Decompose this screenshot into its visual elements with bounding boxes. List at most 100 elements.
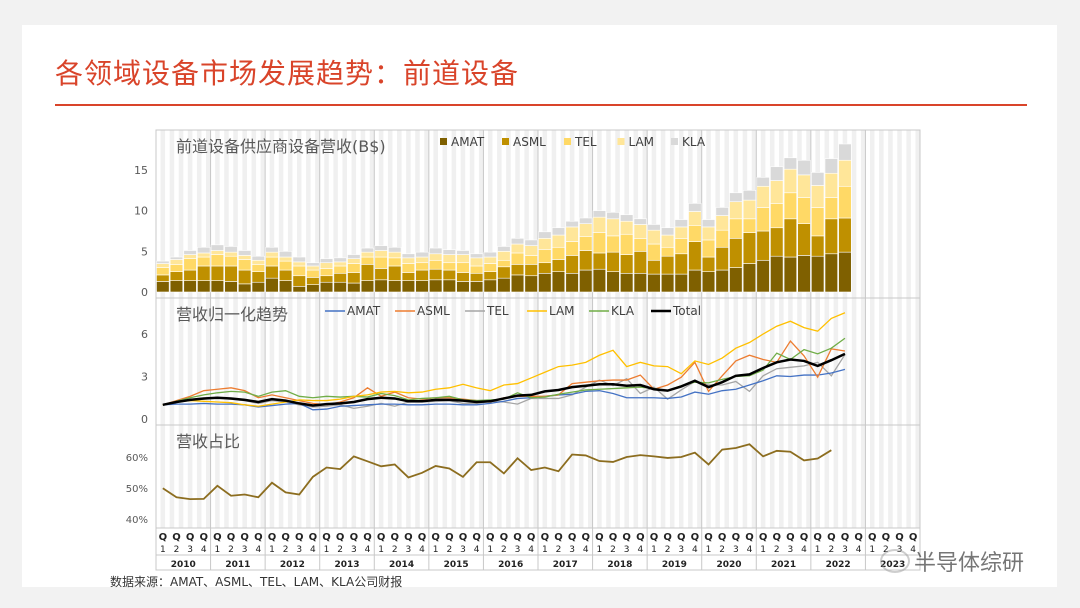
- background-stripe: [160, 130, 166, 528]
- x-tick-year: 2016: [498, 560, 523, 570]
- background-stripe: [424, 130, 429, 528]
- x-tick-q: Q: [527, 532, 536, 543]
- x-tick-quarter: 2: [228, 545, 234, 555]
- bar-amat: [701, 271, 716, 293]
- bar-kla: [524, 239, 538, 246]
- x-tick-q: Q: [882, 532, 891, 543]
- bar-tel: [388, 257, 402, 267]
- bar-amat: [824, 253, 838, 293]
- x-tick-quarter: 4: [856, 545, 862, 555]
- bar-amat: [374, 279, 388, 293]
- bar-amat: [442, 279, 456, 293]
- x-tick-quarter: 4: [474, 545, 480, 555]
- bar-asml: [592, 252, 607, 270]
- bar-asml: [551, 259, 566, 272]
- bar-kla: [265, 246, 279, 253]
- background-stripe: [624, 130, 629, 528]
- bar-tel: [633, 238, 647, 252]
- bar-amat: [306, 284, 320, 293]
- x-tick-year: 2011: [225, 560, 250, 570]
- bar-kla: [497, 246, 511, 252]
- background-stripe: [533, 130, 538, 528]
- bar-tel: [456, 262, 470, 273]
- bar-amat: [688, 269, 702, 293]
- bar-amat: [606, 271, 620, 293]
- x-tick-quarter: 4: [528, 545, 534, 555]
- x-tick-quarter: 1: [815, 545, 821, 555]
- bar-tel: [660, 246, 675, 257]
- bar-kla: [660, 227, 675, 236]
- legend-label-asml: ASML: [417, 304, 450, 318]
- bar-asml: [401, 272, 416, 281]
- bar-amat: [483, 279, 497, 293]
- bar-tel: [347, 263, 361, 273]
- bar-asml: [524, 264, 538, 277]
- bar-tel: [688, 225, 702, 242]
- line-tel: [162, 354, 846, 410]
- background-stripe: [542, 130, 548, 528]
- y-tick-label: 0: [141, 413, 148, 426]
- x-tick-q: Q: [445, 532, 454, 543]
- bar-tel: [238, 259, 252, 271]
- bar-asml: [660, 255, 675, 275]
- x-tick-q: Q: [404, 532, 413, 543]
- x-tick-quarter: 1: [487, 545, 493, 555]
- background-stripe: [206, 130, 211, 528]
- legend-label-total: Total: [672, 304, 701, 318]
- background-stripe: [906, 130, 911, 528]
- x-tick-year: 2020: [716, 560, 741, 570]
- bar-lam: [701, 226, 716, 241]
- x-tick-q: Q: [227, 532, 236, 543]
- bar-asml: [251, 271, 265, 283]
- bar-asml: [319, 275, 334, 283]
- background-stripe: [869, 130, 875, 528]
- bar-kla: [374, 245, 388, 251]
- background-stripe: [233, 130, 238, 528]
- bar-amat: [660, 273, 675, 293]
- bar-amat: [333, 281, 347, 293]
- panel-title: 营收占比: [176, 432, 240, 451]
- background-stripe: [369, 130, 375, 528]
- background-stripe: [815, 130, 820, 528]
- bar-asml: [701, 256, 716, 272]
- bar-kla: [783, 157, 798, 170]
- bar-lam: [524, 245, 538, 256]
- background-stripe: [915, 130, 920, 528]
- x-tick-quarter: 4: [801, 545, 807, 555]
- x-tick-year: 2014: [389, 560, 414, 570]
- legend-label-kla: KLA: [682, 135, 706, 149]
- background-stripe: [578, 130, 584, 528]
- x-tick-q: Q: [500, 532, 509, 543]
- x-tick-q: Q: [568, 532, 577, 543]
- x-tick-quarter: 1: [269, 545, 275, 555]
- bar-tel: [360, 256, 375, 265]
- bar-asml: [156, 274, 170, 282]
- x-tick-quarter: 1: [542, 545, 548, 555]
- x-tick-quarter: 2: [174, 545, 180, 555]
- x-tick-q: Q: [800, 532, 809, 543]
- panel-title: 营收归一化趋势: [176, 305, 288, 324]
- bar-lam: [633, 224, 647, 239]
- bar-lam: [824, 172, 838, 198]
- x-tick-quarter: 3: [678, 545, 684, 555]
- x-tick-q: Q: [254, 532, 263, 543]
- bar-tel: [333, 265, 347, 274]
- x-tick-year: 2018: [607, 560, 632, 570]
- x-tick-quarter: 3: [187, 545, 193, 555]
- x-tick-quarter: 1: [160, 545, 166, 555]
- bar-asml: [210, 265, 225, 281]
- background-stripe: [506, 130, 511, 528]
- bar-tel: [715, 229, 729, 248]
- x-tick-q: Q: [663, 532, 672, 543]
- x-tick-q: Q: [636, 532, 645, 543]
- x-tick-quarter: 2: [446, 545, 452, 555]
- bar-kla: [169, 256, 184, 260]
- bar-asml: [415, 269, 429, 281]
- bar-kla: [742, 190, 757, 201]
- bar-kla: [811, 172, 825, 186]
- x-tick-q: Q: [745, 532, 754, 543]
- source-note: 数据来源：AMAT、ASML、TEL、LAM、KLA公司财报: [110, 575, 403, 589]
- bar-amat: [811, 255, 825, 293]
- y-tick-label: 5: [141, 245, 148, 258]
- x-tick-q: Q: [813, 532, 822, 543]
